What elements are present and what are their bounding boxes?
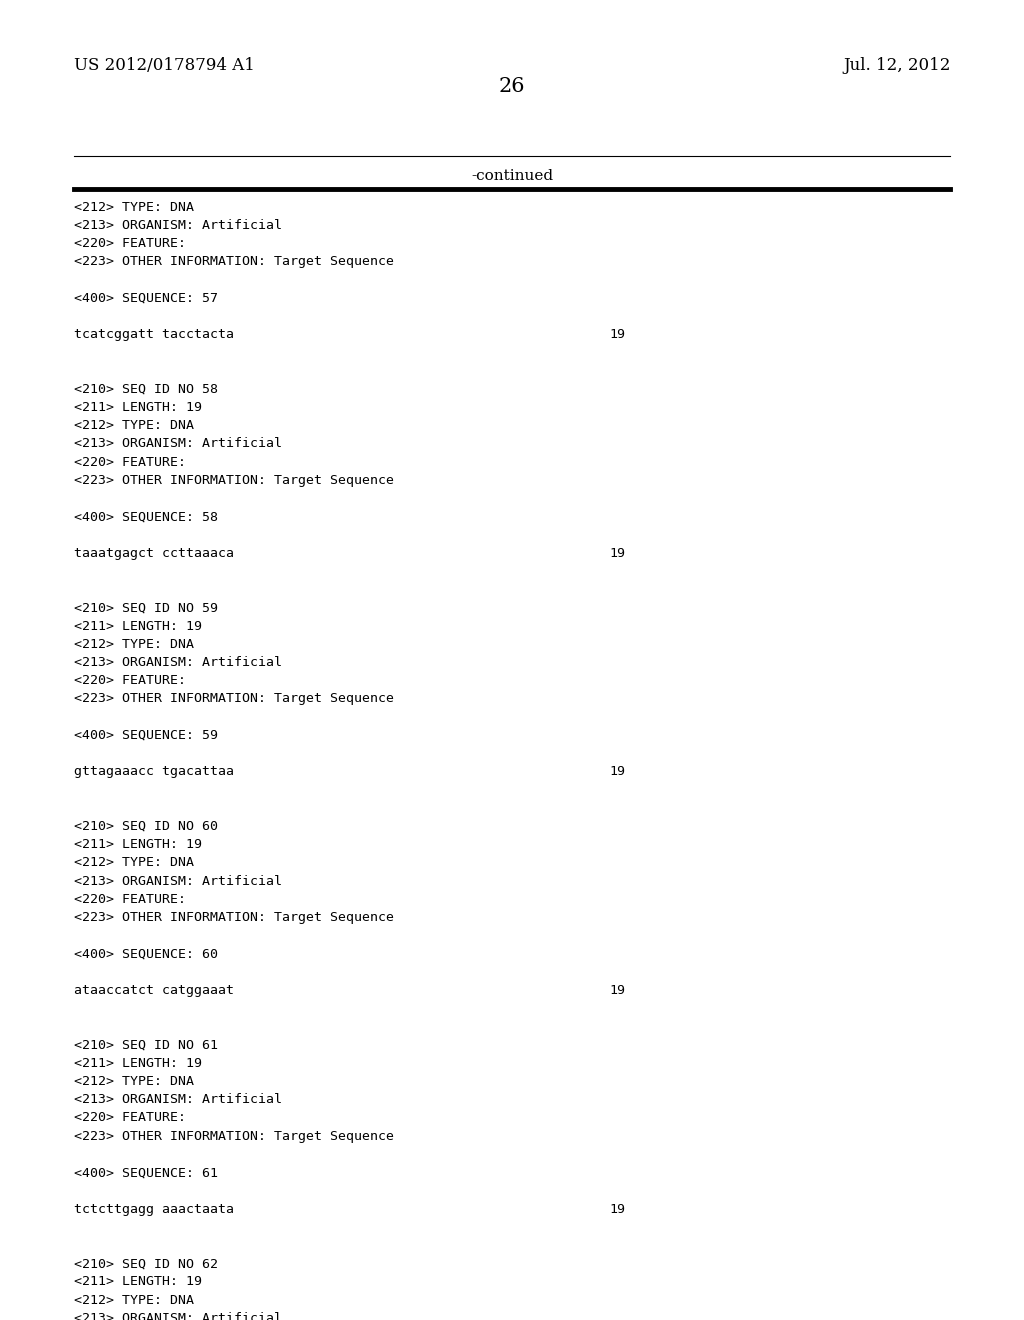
Text: <400> SEQUENCE: 61: <400> SEQUENCE: 61	[74, 1166, 218, 1179]
Text: <220> FEATURE:: <220> FEATURE:	[74, 455, 185, 469]
Text: <213> ORGANISM: Artificial: <213> ORGANISM: Artificial	[74, 1312, 282, 1320]
Text: <223> OTHER INFORMATION: Target Sequence: <223> OTHER INFORMATION: Target Sequence	[74, 693, 393, 705]
Text: <212> TYPE: DNA: <212> TYPE: DNA	[74, 1074, 194, 1088]
Text: 19: 19	[609, 1203, 626, 1216]
Text: <211> LENGTH: 19: <211> LENGTH: 19	[74, 838, 202, 851]
Text: <212> TYPE: DNA: <212> TYPE: DNA	[74, 420, 194, 432]
Text: <213> ORGANISM: Artificial: <213> ORGANISM: Artificial	[74, 875, 282, 887]
Text: <210> SEQ ID NO 59: <210> SEQ ID NO 59	[74, 602, 218, 614]
Text: <223> OTHER INFORMATION: Target Sequence: <223> OTHER INFORMATION: Target Sequence	[74, 255, 393, 268]
Text: tctcttgagg aaactaata: tctcttgagg aaactaata	[74, 1203, 233, 1216]
Text: <400> SEQUENCE: 58: <400> SEQUENCE: 58	[74, 511, 218, 523]
Text: <210> SEQ ID NO 62: <210> SEQ ID NO 62	[74, 1257, 218, 1270]
Text: <212> TYPE: DNA: <212> TYPE: DNA	[74, 1294, 194, 1307]
Text: tcatcggatt tacctacta: tcatcggatt tacctacta	[74, 329, 233, 341]
Text: <400> SEQUENCE: 60: <400> SEQUENCE: 60	[74, 948, 218, 961]
Text: <212> TYPE: DNA: <212> TYPE: DNA	[74, 857, 194, 870]
Text: <211> LENGTH: 19: <211> LENGTH: 19	[74, 1275, 202, 1288]
Text: <400> SEQUENCE: 59: <400> SEQUENCE: 59	[74, 729, 218, 742]
Text: <212> TYPE: DNA: <212> TYPE: DNA	[74, 201, 194, 214]
Text: <211> LENGTH: 19: <211> LENGTH: 19	[74, 401, 202, 414]
Text: <220> FEATURE:: <220> FEATURE:	[74, 1111, 185, 1125]
Text: <213> ORGANISM: Artificial: <213> ORGANISM: Artificial	[74, 1093, 282, 1106]
Text: <223> OTHER INFORMATION: Target Sequence: <223> OTHER INFORMATION: Target Sequence	[74, 1130, 393, 1143]
Text: taaatgagct ccttaaaca: taaatgagct ccttaaaca	[74, 546, 233, 560]
Text: <213> ORGANISM: Artificial: <213> ORGANISM: Artificial	[74, 437, 282, 450]
Text: gttagaaacc tgacattaa: gttagaaacc tgacattaa	[74, 766, 233, 779]
Text: 19: 19	[609, 766, 626, 779]
Text: 19: 19	[609, 546, 626, 560]
Text: US 2012/0178794 A1: US 2012/0178794 A1	[74, 57, 255, 74]
Text: <220> FEATURE:: <220> FEATURE:	[74, 238, 185, 249]
Text: <210> SEQ ID NO 60: <210> SEQ ID NO 60	[74, 820, 218, 833]
Text: <213> ORGANISM: Artificial: <213> ORGANISM: Artificial	[74, 656, 282, 669]
Text: <212> TYPE: DNA: <212> TYPE: DNA	[74, 638, 194, 651]
Text: <223> OTHER INFORMATION: Target Sequence: <223> OTHER INFORMATION: Target Sequence	[74, 474, 393, 487]
Text: 19: 19	[609, 983, 626, 997]
Text: <211> LENGTH: 19: <211> LENGTH: 19	[74, 619, 202, 632]
Text: ataaccatct catggaaat: ataaccatct catggaaat	[74, 983, 233, 997]
Text: <220> FEATURE:: <220> FEATURE:	[74, 892, 185, 906]
Text: <213> ORGANISM: Artificial: <213> ORGANISM: Artificial	[74, 219, 282, 232]
Text: <211> LENGTH: 19: <211> LENGTH: 19	[74, 1057, 202, 1069]
Text: -continued: -continued	[471, 169, 553, 183]
Text: <400> SEQUENCE: 57: <400> SEQUENCE: 57	[74, 292, 218, 305]
Text: <210> SEQ ID NO 61: <210> SEQ ID NO 61	[74, 1039, 218, 1052]
Text: <223> OTHER INFORMATION: Target Sequence: <223> OTHER INFORMATION: Target Sequence	[74, 911, 393, 924]
Text: 26: 26	[499, 77, 525, 95]
Text: 19: 19	[609, 329, 626, 341]
Text: <210> SEQ ID NO 58: <210> SEQ ID NO 58	[74, 383, 218, 396]
Text: <220> FEATURE:: <220> FEATURE:	[74, 675, 185, 688]
Text: Jul. 12, 2012: Jul. 12, 2012	[843, 57, 950, 74]
